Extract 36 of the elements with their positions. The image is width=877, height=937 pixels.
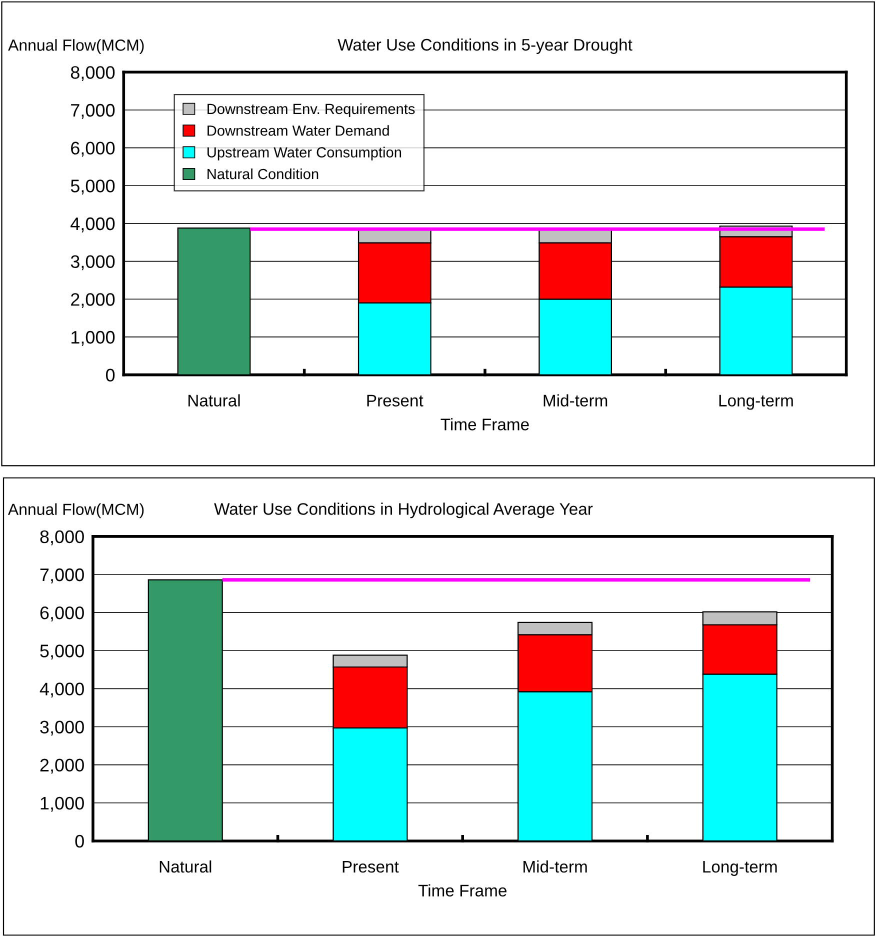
y-tick-label: 7,000 (71, 104, 115, 119)
y-tick-label: 2,000 (71, 293, 115, 308)
y-tick-label: 3,000 (40, 720, 84, 736)
y-tick-label: 0 (106, 368, 115, 382)
x-axis-title: Time Frame (418, 884, 506, 897)
y-tick-label: 0 (75, 834, 84, 848)
y-tick-label: 6,000 (40, 606, 84, 622)
y-tick-label: 5,000 (40, 644, 84, 660)
x-tick-label: Mid-term (544, 394, 608, 406)
legend-label: Downstream Water Demand (208, 125, 389, 136)
y-tick-label: 3,000 (70, 255, 115, 270)
y-tick-label: 4,000 (40, 682, 84, 698)
x-tick-label: Present (342, 861, 399, 873)
x-axis-title: Time Frame (440, 418, 529, 430)
y-tick-label: 7,000 (40, 568, 84, 584)
y-tick-label: 6,000 (71, 142, 115, 157)
y-tick-label: 5,000 (70, 180, 115, 194)
chart-title: Water Use Conditions in Hydrological Average Year (214, 502, 593, 518)
y-tick-label: 4,000 (70, 217, 115, 232)
x-tick-label: Present (367, 394, 424, 406)
chart-title: Water Use Conditions in 5-year Drought (338, 38, 632, 54)
x-tick-label: Long-term (703, 861, 777, 876)
x-tick-label: Natural (188, 394, 240, 406)
y-tick-label: 8,000 (40, 530, 84, 546)
x-tick-label: Mid-term (524, 860, 587, 873)
y-axis-title: Annual Flow(MCM) (8, 39, 144, 54)
y-tick-label: 8,000 (70, 66, 115, 81)
y-tick-label: 2,000 (40, 758, 84, 774)
legend-label: Upstream Water Consumption (208, 146, 402, 160)
legend-label: Downstream Env. Requirements (208, 103, 415, 117)
x-tick-label: Natural (160, 860, 212, 873)
y-axis-title: Annual Flow(MCM) (8, 503, 144, 518)
y-tick-label: 1,000 (40, 796, 84, 812)
y-tick-label: 1,000 (72, 330, 115, 346)
x-tick-label: Long-term (719, 394, 793, 410)
legend-label: Natural Condition (208, 168, 318, 180)
